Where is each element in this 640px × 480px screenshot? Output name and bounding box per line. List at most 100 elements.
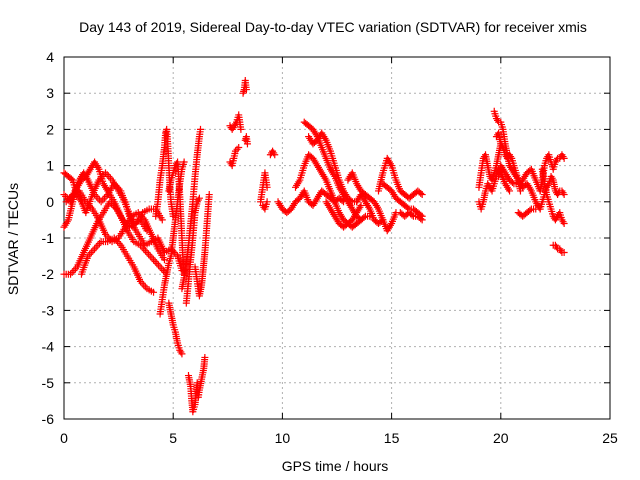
data-point: [103, 171, 111, 179]
data-point: [95, 239, 103, 247]
data-point: [271, 151, 279, 159]
data-point: [235, 144, 243, 151]
data-point: [105, 172, 113, 180]
data-point: [404, 204, 412, 212]
data-point: [143, 227, 151, 235]
data-point: [151, 258, 159, 266]
data-point: [552, 243, 560, 251]
data-points: [60, 77, 568, 416]
data-point: [153, 259, 161, 267]
axis-ticks: [63, 56, 611, 420]
data-point: [156, 263, 164, 271]
data-point: [559, 189, 567, 197]
data-point: [201, 353, 209, 361]
x-tick-label: 5: [169, 430, 177, 446]
x-tick-label: 20: [493, 430, 509, 446]
data-point: [243, 140, 251, 148]
y-tick-label: 3: [46, 85, 54, 101]
data-point: [417, 189, 425, 197]
data-point: [180, 158, 188, 166]
x-tick-label: 0: [60, 430, 68, 446]
y-tick-label: 2: [46, 121, 54, 137]
data-point: [67, 175, 75, 183]
data-point: [89, 247, 97, 255]
data-point: [158, 265, 166, 273]
data-point: [263, 198, 271, 206]
data-point: [194, 196, 202, 204]
x-tick-label: 25: [602, 430, 618, 446]
grid-lines: [64, 57, 610, 419]
data-point: [145, 250, 153, 258]
data-point: [205, 191, 213, 199]
data-point: [516, 187, 524, 195]
data-point: [160, 256, 168, 264]
data-point: [418, 191, 426, 199]
data-point: [101, 169, 109, 177]
data-point: [60, 191, 68, 199]
data-point: [91, 245, 99, 253]
y-tick-label: -6: [42, 411, 55, 427]
y-tick-label: -4: [42, 339, 55, 355]
x-tick-label: 15: [384, 430, 400, 446]
y-axis-label: SDTVAR / TECUs: [5, 183, 21, 295]
data-point: [146, 252, 154, 260]
x-axis-label: GPS time / hours: [282, 458, 389, 474]
y-tick-label: 1: [46, 158, 54, 174]
data-point: [158, 216, 166, 224]
data-point: [242, 86, 250, 94]
data-point: [148, 254, 156, 262]
chart-title: Day 143 of 2019, Sidereal Day-to-day VTE…: [79, 19, 587, 35]
data-point: [497, 140, 505, 148]
data-point: [408, 211, 416, 219]
data-point: [506, 187, 514, 195]
data-point: [560, 220, 568, 228]
y-tick-label: 0: [46, 194, 54, 210]
data-point: [560, 154, 568, 162]
data-point: [178, 350, 186, 358]
data-point: [94, 194, 102, 202]
data-point: [418, 216, 426, 224]
data-point: [143, 248, 151, 256]
data-point: [150, 288, 158, 296]
data-point: [377, 217, 385, 225]
data-point: [560, 191, 568, 199]
data-point: [150, 256, 158, 264]
data-point: [347, 197, 355, 205]
y-tick-labels: 4 3 2 1 0 -1 -2 -3 -4 -5 -6: [42, 49, 55, 427]
x-tick-label: 10: [275, 430, 291, 446]
y-tick-label: -5: [42, 375, 55, 391]
data-point: [360, 213, 368, 221]
data-point: [552, 156, 560, 164]
data-point: [508, 178, 516, 186]
x-tick-labels: 0 5 10 15 20 25: [60, 430, 618, 446]
data-point: [379, 216, 387, 224]
data-point: [526, 206, 534, 214]
data-point: [494, 116, 502, 124]
data-point: [99, 196, 107, 204]
data-point: [140, 281, 148, 289]
data-point: [195, 194, 203, 202]
data-point: [263, 183, 271, 191]
data-point: [141, 247, 149, 255]
data-point: [92, 243, 100, 251]
data-point: [87, 248, 95, 256]
data-point: [357, 201, 365, 209]
data-point: [559, 218, 567, 226]
data-point: [557, 247, 565, 255]
y-tick-label: -3: [42, 302, 55, 318]
data-point: [68, 268, 76, 276]
data-point: [177, 348, 185, 356]
data-point: [417, 215, 425, 223]
data-point: [154, 261, 162, 269]
data-point: [560, 248, 568, 256]
y-tick-label: 4: [46, 49, 54, 65]
data-point: [197, 125, 204, 133]
data-point: [97, 198, 105, 206]
data-point: [94, 241, 102, 249]
y-tick-label: -1: [42, 230, 55, 246]
data-point: [237, 125, 245, 133]
data-point: [70, 267, 78, 275]
y-tick-label: -2: [42, 266, 55, 282]
data-point: [338, 197, 346, 205]
